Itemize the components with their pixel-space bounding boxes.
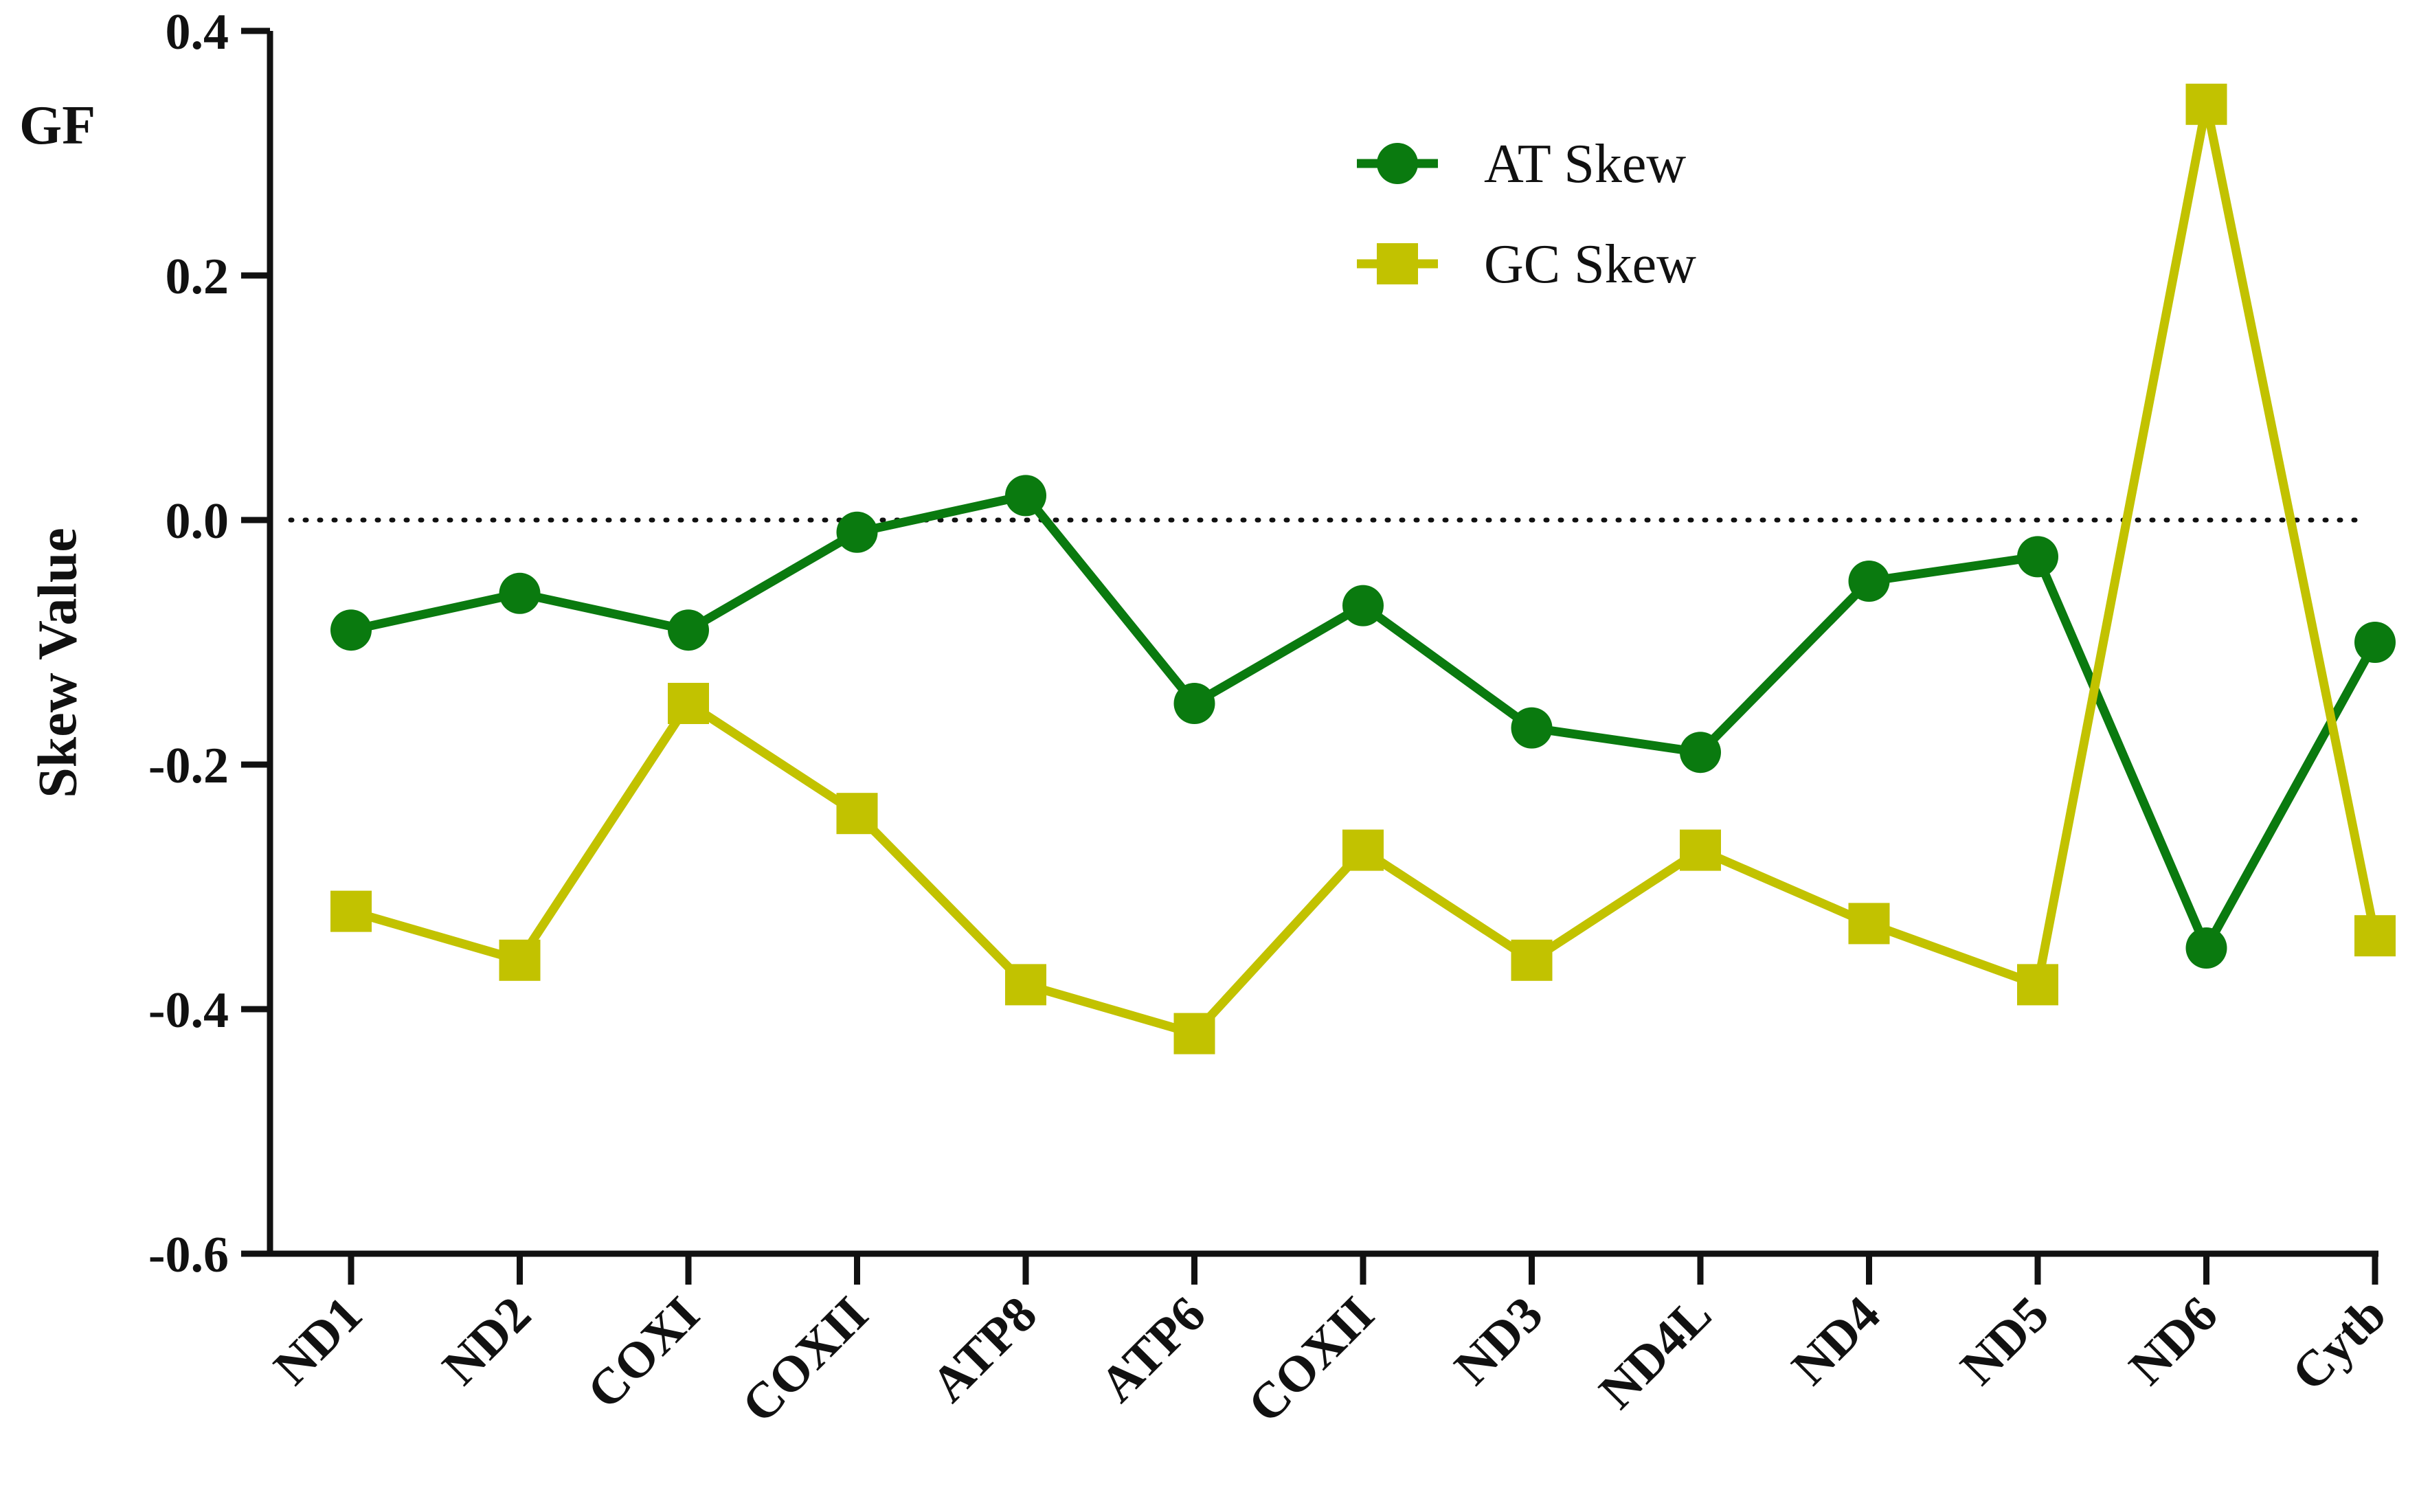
gc-skew-point: [2185, 83, 2227, 125]
at-skew-point: [1848, 561, 1890, 602]
gc-skew-point: [1342, 829, 1384, 871]
at-skew-point: [1680, 732, 1721, 774]
gc-skew-legend-marker: [1377, 243, 1418, 284]
at-skew-line: [350, 490, 2379, 953]
x-tick-label: ND5: [1950, 1286, 2060, 1396]
x-tick-label: ND4L: [1588, 1286, 1722, 1420]
gc-skew-point: [2354, 915, 2396, 957]
at-skew-legend-marker: [1377, 143, 1418, 184]
gc-skew-point: [1680, 829, 1721, 871]
gc-skew-legend-label: GC Skew: [1484, 234, 1696, 295]
x-tick-label: COXI: [576, 1286, 710, 1420]
panel-label: GF: [19, 95, 96, 156]
at-skew-point: [2017, 536, 2058, 578]
at-skew-point: [499, 572, 541, 614]
at-skew-point: [1005, 475, 1046, 517]
gc-skew-point: [330, 890, 372, 932]
y-tick-label: 0.2: [166, 249, 229, 305]
at-skew-point: [836, 511, 878, 553]
at-skew-point: [2354, 622, 2396, 663]
x-tick-label: ND1: [263, 1286, 373, 1396]
x-tick-label: ATP8: [921, 1286, 1048, 1413]
gc-skew-point: [2017, 964, 2058, 1006]
y-tick-label: -0.6: [148, 1227, 229, 1283]
x-tick-label: ND2: [432, 1286, 542, 1396]
gc-skew-point: [1005, 964, 1046, 1006]
x-tick-label: ND6: [2119, 1286, 2229, 1396]
y-tick-label: -0.4: [148, 982, 229, 1039]
x-tick-label: COXII: [1237, 1286, 1385, 1434]
at-skew-point: [668, 609, 709, 651]
gc-skew-point: [1848, 903, 1890, 945]
gc-skew-point: [499, 939, 541, 981]
x-tick-label: ND4: [1781, 1286, 1891, 1396]
y-tick-label: 0.0: [166, 493, 229, 550]
at-skew-point: [1342, 585, 1384, 627]
gc-skew-point: [668, 683, 709, 724]
y-tick-label: -0.2: [148, 738, 229, 794]
gc-skew-line: [350, 100, 2380, 1039]
x-tick-label: Cytb: [2282, 1286, 2397, 1401]
x-tick-label: ATP6: [1090, 1286, 1217, 1413]
at-skew-point: [1511, 707, 1553, 749]
y-tick-label: 0.4: [166, 4, 229, 60]
at-skew-point: [1173, 683, 1215, 724]
gc-skew-point: [1173, 1013, 1215, 1054]
at-skew-point: [330, 609, 372, 651]
at-skew-point: [2185, 927, 2227, 969]
gc-skew-point: [1511, 939, 1553, 981]
gc-skew-point: [836, 793, 878, 835]
x-tick-label: ND3: [1444, 1286, 1554, 1396]
x-tick-label: COXII: [732, 1286, 879, 1434]
at-skew-legend-label: AT Skew: [1484, 134, 1686, 194]
